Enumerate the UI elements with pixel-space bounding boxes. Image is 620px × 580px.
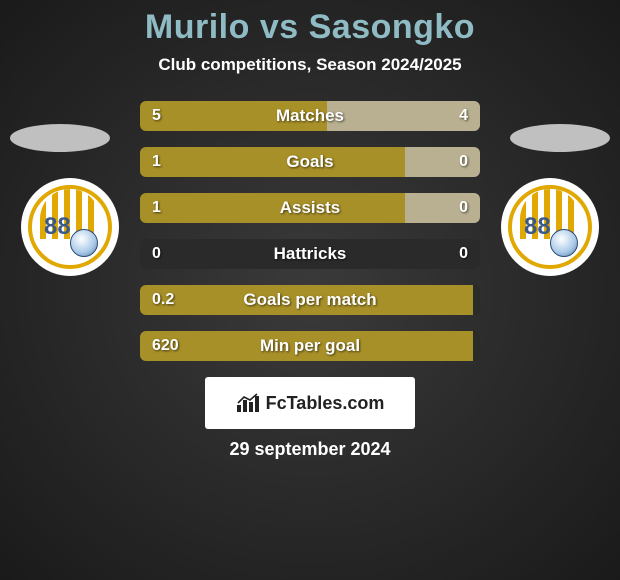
badge-shield: 88 bbox=[508, 185, 592, 269]
stat-label: Goals bbox=[140, 147, 480, 177]
chart-icon bbox=[236, 393, 260, 413]
club-badge-right: 88 bbox=[501, 178, 599, 276]
comparison-card: Murilo vs Sasongko Club competitions, Se… bbox=[0, 0, 620, 460]
stats-bars: 54Matches 10Goals 10Assists 00Hattricks 0.2G… bbox=[140, 101, 480, 361]
club-badge-left: 88 bbox=[21, 178, 119, 276]
stat-label: Hattricks bbox=[140, 239, 480, 269]
stat-row: 10Goals bbox=[140, 147, 480, 177]
brand-logo[interactable]: FcTables.com bbox=[205, 377, 415, 429]
stat-row: 00Hattricks bbox=[140, 239, 480, 269]
stat-row: 54Matches bbox=[140, 101, 480, 131]
soccer-ball-icon bbox=[550, 229, 578, 257]
date-text: 29 september 2024 bbox=[0, 439, 620, 460]
soccer-ball-icon bbox=[70, 229, 98, 257]
stat-row: 620Min per goal bbox=[140, 331, 480, 361]
badge-number: 88 bbox=[44, 213, 71, 241]
brand-text: FcTables.com bbox=[266, 393, 385, 414]
badge-shield: 88 bbox=[28, 185, 112, 269]
stat-row: 0.2Goals per match bbox=[140, 285, 480, 315]
stat-label: Assists bbox=[140, 193, 480, 223]
subtitle: Club competitions, Season 2024/2025 bbox=[0, 55, 620, 75]
player-shadow-left bbox=[10, 124, 110, 152]
stat-label: Matches bbox=[140, 101, 480, 131]
page-title: Murilo vs Sasongko bbox=[0, 8, 620, 47]
badge-number: 88 bbox=[524, 213, 551, 241]
player-shadow-right bbox=[510, 124, 610, 152]
stat-row: 10Assists bbox=[140, 193, 480, 223]
stat-label: Min per goal bbox=[140, 331, 480, 361]
stat-label: Goals per match bbox=[140, 285, 480, 315]
